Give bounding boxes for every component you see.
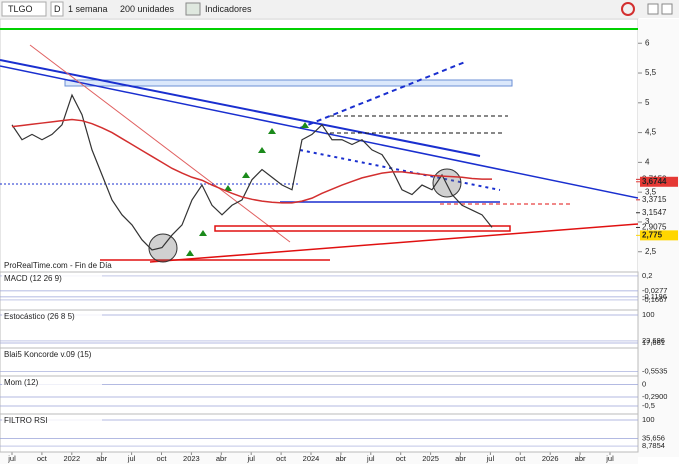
arrow <box>268 128 276 134</box>
support-box <box>214 225 511 232</box>
y-tick-label: 5 <box>645 98 650 107</box>
series-line <box>11 118 492 204</box>
signal-arrows <box>186 122 309 256</box>
toolbar <box>0 0 679 18</box>
x-tick-label: abr <box>335 454 346 463</box>
arrow <box>301 122 309 128</box>
arrow <box>224 185 232 191</box>
x-tick-label: abr <box>96 454 107 463</box>
panel-title-bg <box>2 416 102 425</box>
x-axis-area <box>0 452 638 464</box>
trend-line <box>29 44 291 243</box>
period-code[interactable]: D <box>54 4 61 14</box>
trend-line <box>0 65 639 199</box>
x-tick-label: oct <box>37 454 48 463</box>
highlight-circle <box>148 233 178 263</box>
source: ProRealTime.com - Fin de Día <box>4 261 112 270</box>
price-label-bg <box>640 176 678 187</box>
x-tick-label: abr <box>216 454 227 463</box>
trend-line <box>0 59 481 157</box>
indicators-icon[interactable] <box>185 2 201 16</box>
panel-title: Blai5 Koncorde v.09 (15) <box>4 350 92 359</box>
arrow <box>258 147 266 153</box>
panel-tick-label: 17,661 <box>642 338 665 347</box>
x-tick-label: oct <box>396 454 407 463</box>
x-tick-label: abr <box>575 454 586 463</box>
panel-tick-label: 0,2 <box>642 271 652 280</box>
x-tick-label: 2025 <box>422 454 439 463</box>
panel-tick-label: 100 <box>642 310 655 319</box>
x-tick-label: abr <box>455 454 466 463</box>
x-tick-label: 2026 <box>542 454 559 463</box>
y-tick-label: 3,5 <box>645 187 657 196</box>
y-tick-label: 4 <box>645 157 650 166</box>
panel-title-bg <box>2 312 102 321</box>
x-tick-label: jul <box>7 454 16 463</box>
indicator-panel <box>0 347 639 377</box>
panel-tick-label: 0 <box>642 379 646 388</box>
y-tick-label: 5,5 <box>645 68 657 77</box>
price-label: 3,3715 <box>642 195 667 204</box>
period[interactable]: 1 semana <box>68 4 108 14</box>
panel-tick-label: -0,1667 <box>642 295 667 304</box>
x-tick-label: 2024 <box>303 454 320 463</box>
main-plot <box>0 18 639 273</box>
dashed-line <box>299 149 501 191</box>
panel-title-bg <box>2 274 102 283</box>
price-label: 2,775 <box>642 230 663 239</box>
indicators[interactable]: Indicadores <box>205 4 252 14</box>
y-tick-label: 4,5 <box>645 128 657 137</box>
x-tick-label: 2023 <box>183 454 200 463</box>
panel-tick-label: -0,5535 <box>642 367 667 376</box>
x-tick-label: jul <box>366 454 375 463</box>
panel-title-bg <box>2 350 102 359</box>
x-tick-label: jul <box>486 454 495 463</box>
price-label: 2,9075 <box>642 223 667 232</box>
symbol[interactable]: TLGO <box>8 4 33 14</box>
panel-tick-label: 35,656 <box>642 433 665 442</box>
series-line <box>11 93 493 251</box>
y-tick-label: 3 <box>645 217 650 226</box>
x-tick-label: jul <box>127 454 136 463</box>
panel-tick-label: 100 <box>642 415 655 424</box>
panel-tick-label: -0,1196 <box>642 292 667 301</box>
x-tick-label: jul <box>246 454 255 463</box>
symbol-box[interactable] <box>1 1 47 17</box>
panel-tick-label: -0,0277 <box>642 286 667 295</box>
units[interactable]: 200 unidades <box>120 4 175 14</box>
indicator-panel <box>0 309 639 349</box>
panel-title: Estocástico (26 8 5) <box>4 312 75 321</box>
zone-box <box>64 79 513 87</box>
refresh-icon[interactable] <box>621 2 635 16</box>
x-tick-label: oct <box>156 454 167 463</box>
window-button[interactable] <box>661 3 673 15</box>
arrow <box>242 172 250 178</box>
period-code-box[interactable] <box>50 1 64 17</box>
arrow <box>199 230 207 236</box>
panel-tick-label: 8,7854 <box>642 441 665 450</box>
dashed-line <box>299 61 466 129</box>
y-tick-label: 2,5 <box>645 247 657 256</box>
x-tick-label: oct <box>276 454 287 463</box>
y-tick-label: 6 <box>645 38 650 47</box>
panel-title: FILTRO RSI <box>4 416 47 425</box>
panel-title-bg <box>2 378 102 387</box>
arrow <box>186 250 194 256</box>
trend-line <box>149 223 639 263</box>
panel-tick-label: -0,2900 <box>642 392 667 401</box>
price-label: 3,1547 <box>642 208 667 217</box>
price-label: 3,6744 <box>642 177 667 186</box>
panel-tick-label: -0,5 <box>642 401 655 410</box>
x-tick-label: jul <box>605 454 614 463</box>
window-button[interactable] <box>647 3 659 15</box>
x-tick-label: oct <box>515 454 526 463</box>
panel-title: MACD (12 26 9) <box>4 274 62 283</box>
toolbar-items: TLGO D 1 semana 200 unidades Indicadores <box>1 1 673 17</box>
price-label-bg <box>640 230 678 241</box>
panel-tick-label: 23,696 <box>642 336 665 345</box>
x-tick-label: 2022 <box>63 454 80 463</box>
panel-title: Mom (12) <box>4 378 39 387</box>
indicator-panel <box>0 375 639 415</box>
